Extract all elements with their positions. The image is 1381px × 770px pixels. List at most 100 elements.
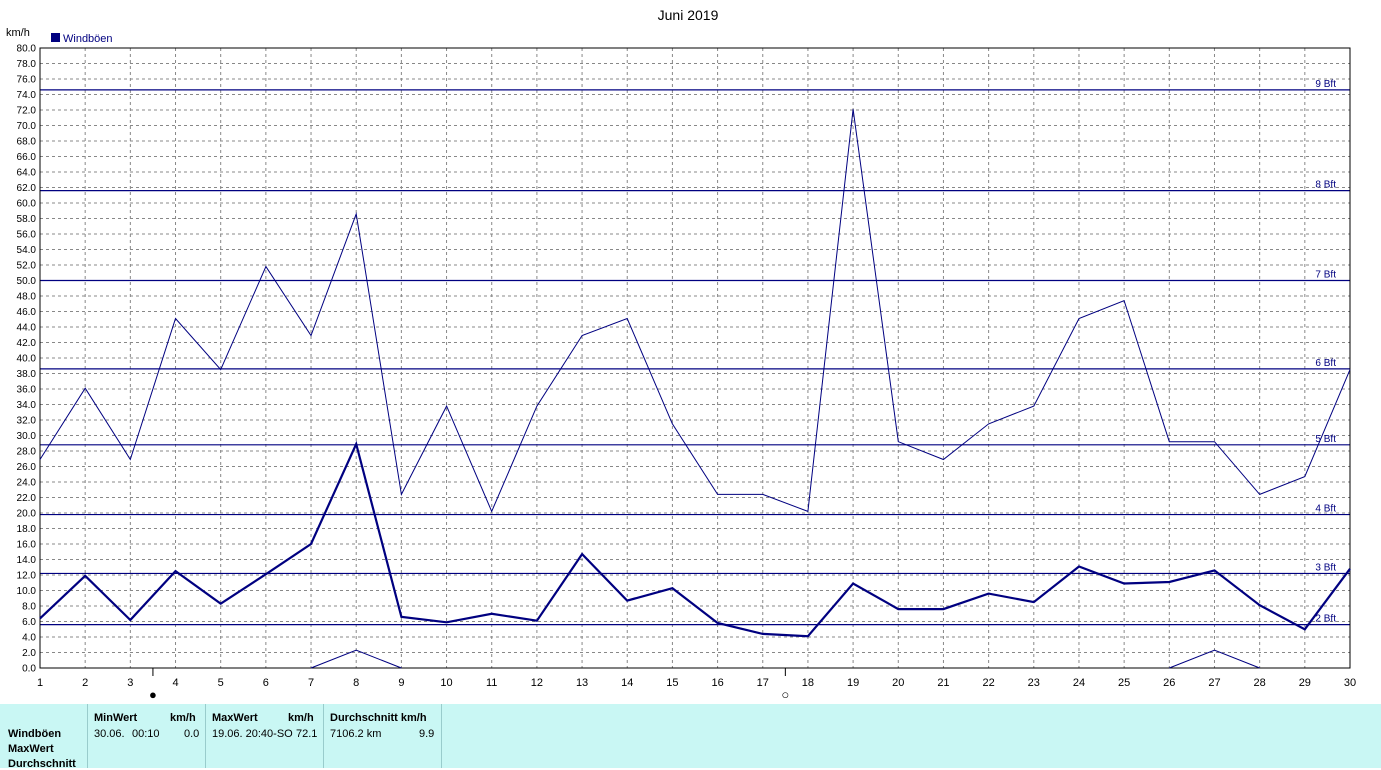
bft-label: 6 Bft	[1315, 358, 1336, 369]
y-tick-label: 56.0	[17, 230, 37, 241]
legend-swatch	[51, 33, 60, 42]
x-tick-label: 4	[172, 677, 178, 689]
x-tick-label: 23	[1028, 677, 1040, 689]
y-tick-label: 18.0	[17, 524, 37, 535]
avg-distance: 7106.2 km	[330, 728, 382, 740]
y-tick-label: 6.0	[22, 617, 36, 628]
y-tick-label: 4.0	[22, 633, 36, 644]
y-tick-label: 26.0	[17, 462, 37, 473]
max-header: MaxWert	[212, 712, 258, 724]
y-tick-label: 24.0	[17, 478, 37, 489]
min-header: MinWert	[94, 712, 138, 724]
bft-label: 8 Bft	[1315, 180, 1336, 191]
x-tick-label: 8	[353, 677, 359, 689]
y-tick-label: 40.0	[17, 354, 37, 365]
y-tick-label: 46.0	[17, 307, 37, 318]
y-tick-label: 78.0	[17, 59, 37, 70]
y-tick-label: 76.0	[17, 75, 37, 86]
x-tick-label: 3	[127, 677, 133, 689]
y-tick-label: 30.0	[17, 431, 37, 442]
y-tick-label: 36.0	[17, 385, 37, 396]
x-tick-label: 13	[576, 677, 588, 689]
x-tick-label: 9	[398, 677, 404, 689]
y-tick-label: 42.0	[17, 338, 37, 349]
y-tick-label: 68.0	[17, 137, 37, 148]
y-tick-label: 54.0	[17, 245, 37, 256]
y-tick-label: 0.0	[22, 664, 36, 675]
max-value: 72.1	[296, 728, 318, 740]
y-tick-label: 44.0	[17, 323, 37, 334]
series-line	[1169, 649, 1260, 669]
avg-column: Durchschnitt km/h 7106.2 km 9.9	[323, 704, 442, 768]
x-tick-label: 29	[1299, 677, 1311, 689]
y-tick-label: 74.0	[17, 90, 37, 101]
x-tick-label: 27	[1208, 677, 1220, 689]
y-tick-label: 48.0	[17, 292, 37, 303]
x-tick-label: 7	[308, 677, 314, 689]
series-line	[310, 649, 402, 669]
y-tick-label: 72.0	[17, 106, 37, 117]
moon-phase-icon: ○	[781, 687, 789, 702]
x-tick-label: 12	[531, 677, 543, 689]
x-tick-label: 15	[666, 677, 678, 689]
y-tick-label: 60.0	[17, 199, 37, 210]
y-tick-label: 12.0	[17, 571, 37, 582]
x-tick-label: 30	[1344, 677, 1356, 689]
x-tick-label: 20	[892, 677, 904, 689]
row-label-maxwert: MaxWert	[8, 743, 54, 755]
y-tick-label: 16.0	[17, 540, 37, 551]
bft-label: 7 Bft	[1315, 270, 1336, 281]
moon-phases: ● ○	[149, 668, 789, 702]
y-tick-label: 50.0	[17, 276, 37, 287]
y-tick-label: 52.0	[17, 261, 37, 272]
avg-value: 9.9	[419, 728, 435, 740]
x-tick-label: 1	[37, 677, 43, 689]
legend-label: Windböen	[63, 33, 113, 45]
row-label-durchschnitt: Durchschnitt	[8, 758, 76, 770]
y-tick-label: 66.0	[17, 152, 37, 163]
stats-panel: Windböen MaxWert Durchschnitt MinWert km…	[0, 704, 1381, 770]
grid	[39, 47, 1351, 669]
x-tick-label: 14	[621, 677, 633, 689]
row-label-windboeen: Windböen	[8, 728, 62, 740]
min-unit: km/h	[170, 712, 196, 724]
y-tick-label: 34.0	[17, 400, 37, 411]
x-tick-label: 26	[1163, 677, 1175, 689]
x-tick-label: 10	[440, 677, 452, 689]
max-datetime: 19.06. 20:40-SO	[212, 728, 293, 740]
plot-frame	[39, 47, 1351, 669]
y-tick-label: 80.0	[17, 44, 37, 55]
y-tick-label: 10.0	[17, 586, 37, 597]
x-tick-label: 6	[263, 677, 269, 689]
wind-chart: Juni 2019 km/h Windböen 2 Bft 3 Bft 4 Bft 5…	[6, 7, 1356, 702]
avg-header: Durchschnitt km/h	[330, 712, 427, 724]
y-axis-unit: km/h	[6, 27, 30, 39]
min-date: 30.06.	[94, 728, 125, 740]
chart-title: Juni 2019	[658, 7, 719, 23]
max-unit: km/h	[288, 712, 314, 724]
x-tick-label: 11	[486, 677, 497, 689]
x-tick-label: 28	[1254, 677, 1266, 689]
x-tick-label: 5	[218, 677, 224, 689]
x-tick-label: 22	[982, 677, 994, 689]
y-tick-label: 8.0	[22, 602, 36, 613]
x-tick-label: 16	[711, 677, 723, 689]
beaufort-lines: 2 Bft 3 Bft 4 Bft 5 Bft 6 Bft 7 Bft 8 Bft 9 Bft	[40, 79, 1350, 626]
min-column: MinWert km/h 30.06. 00:10 0.0	[87, 704, 206, 768]
x-tick-label: 21	[937, 677, 949, 689]
y-tick-label: 20.0	[17, 509, 37, 520]
y-tick-label: 62.0	[17, 183, 37, 194]
bft-label: 4 Bft	[1315, 504, 1336, 515]
x-tick-label: 24	[1073, 677, 1085, 689]
bft-label: 5 Bft	[1315, 434, 1336, 445]
bft-label: 3 Bft	[1315, 562, 1336, 573]
x-tick-label: 25	[1118, 677, 1130, 689]
y-tick-label: 58.0	[17, 214, 37, 225]
max-column: MaxWert km/h 19.06. 20:40-SO 72.1	[205, 704, 323, 768]
y-tick-label: 2.0	[22, 648, 36, 659]
y-tick-label: 64.0	[17, 168, 37, 179]
min-time: 00:10	[132, 728, 160, 740]
series-line	[39, 440, 1351, 638]
y-tick-label: 70.0	[17, 121, 37, 132]
y-tick-label: 38.0	[17, 369, 37, 380]
